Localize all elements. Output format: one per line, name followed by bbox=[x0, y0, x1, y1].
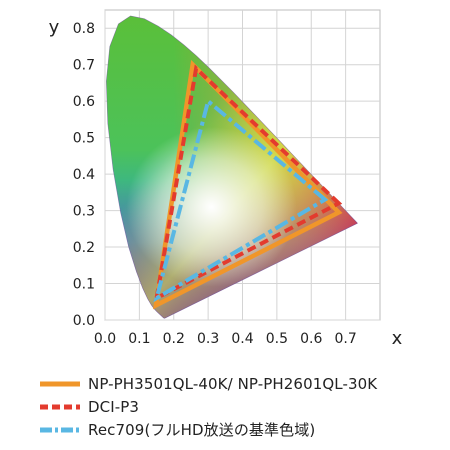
legend-label: Rec709(フルHD放送の基準色域) bbox=[88, 421, 316, 439]
y-tick-label: 0.3 bbox=[73, 204, 95, 220]
legend-item: DCI-P3 bbox=[40, 395, 440, 418]
legend-swatch-solid bbox=[40, 381, 80, 386]
x-tick-label: 0.7 bbox=[334, 331, 356, 347]
gamut-series bbox=[153, 59, 343, 310]
y-tick-label: 0.4 bbox=[73, 167, 95, 183]
y-tick-label: 0.1 bbox=[73, 277, 95, 293]
x-tick-label: 0.1 bbox=[128, 331, 150, 347]
y-tick-label: 0.6 bbox=[73, 94, 95, 110]
gamut-triangle-1 bbox=[153, 64, 343, 302]
white-point-glow bbox=[126, 126, 297, 287]
y-tick-label: 0.5 bbox=[73, 131, 95, 147]
y-tick-label: 0.7 bbox=[73, 58, 95, 74]
legend-swatch-dashdot bbox=[40, 427, 80, 432]
axis-ticks: 0.0 0.1 0.2 0.3 0.4 0.5 0.6 0.7 0.0 0.1 0.2 0.3 0.4 0… bbox=[73, 21, 357, 347]
legend-item: Rec709(フルHD放送の基準色域) bbox=[40, 418, 440, 441]
spectral-locus-outline bbox=[105, 15, 358, 319]
legend-label: NP-PH3501QL-40K/ NP-PH2601QL-30K bbox=[88, 374, 378, 393]
legend-item: NP-PH3501QL-40K/ NP-PH2601QL-30K bbox=[40, 372, 440, 395]
y-tick-label: 0.0 bbox=[73, 313, 95, 329]
x-tick-label: 0.6 bbox=[300, 331, 322, 347]
gamut-triangle-2 bbox=[153, 97, 329, 303]
x-axis-label: x bbox=[392, 328, 403, 349]
legend-swatch-dashed bbox=[40, 404, 80, 409]
x-tick-label: 0.3 bbox=[197, 331, 219, 347]
legend: NP-PH3501QL-40K/ NP-PH2601QL-30K DCI-P3 … bbox=[40, 372, 440, 441]
x-tick-label: 0.4 bbox=[231, 331, 253, 347]
y-tick-label: 0.2 bbox=[73, 240, 95, 256]
chromaticity-chart: 0.0 0.1 0.2 0.3 0.4 0.5 0.6 0.7 0.0 0.1 0.2 0.3 0.4 0… bbox=[49, 9, 403, 349]
y-tick-label: 0.8 bbox=[73, 21, 95, 37]
x-tick-label: 0.0 bbox=[94, 331, 116, 347]
x-tick-label: 0.2 bbox=[163, 331, 185, 347]
legend-label: DCI-P3 bbox=[88, 397, 140, 416]
x-tick-label: 0.5 bbox=[266, 331, 288, 347]
y-axis-label: y bbox=[49, 17, 60, 38]
